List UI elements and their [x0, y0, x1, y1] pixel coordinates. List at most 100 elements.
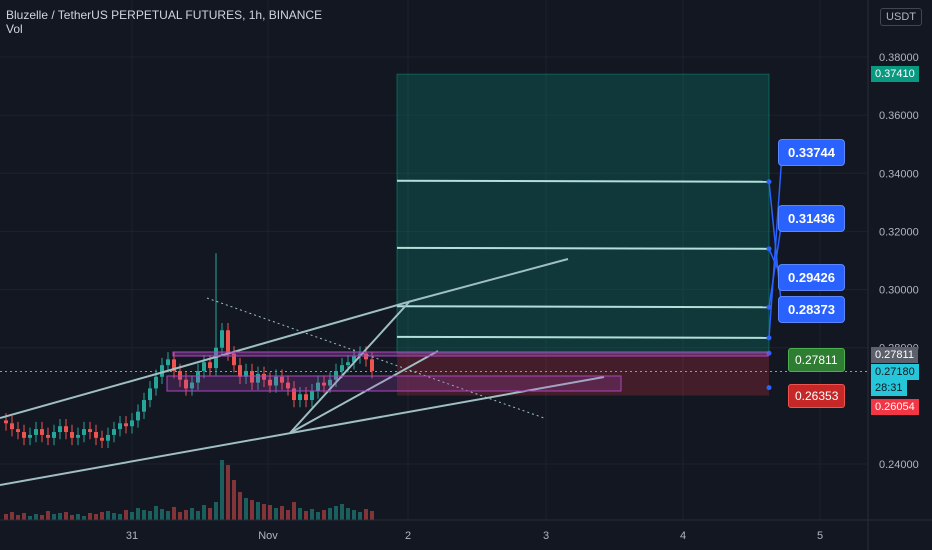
volume-bar: [292, 502, 296, 520]
candle-body: [52, 432, 56, 438]
x-tick-label: 5: [817, 530, 823, 542]
trend-line: [159, 301, 409, 374]
candle-body: [286, 382, 290, 389]
volume-bar: [226, 465, 230, 520]
candle-body: [88, 429, 92, 433]
candle-body: [148, 388, 152, 401]
take-profit-anchor: [766, 179, 772, 185]
candle-body: [58, 426, 62, 433]
candle-body: [352, 356, 356, 363]
candle-body: [70, 432, 74, 438]
take-profit-anchor: [766, 335, 772, 341]
volume-bar: [358, 512, 362, 520]
volume-bar: [232, 480, 236, 520]
volume-bar: [58, 513, 62, 520]
trend-line: [407, 258, 569, 303]
volume-bar: [370, 511, 374, 520]
volume-bar: [244, 498, 248, 520]
chart-header: Bluzelle / TetherUS PERPETUAL FUTURES, 1…: [6, 8, 322, 36]
trend-line: [289, 350, 439, 434]
resistance-zone: [172, 351, 769, 357]
candle-body: [304, 394, 308, 401]
candle-body: [298, 394, 302, 401]
candle-body: [118, 423, 122, 430]
volume-bar: [46, 511, 50, 520]
candle-body: [346, 362, 350, 366]
volume-bar: [268, 505, 272, 520]
current-price-tag: 0.27180: [871, 364, 919, 380]
volume-bar: [160, 509, 164, 520]
take-profit-line: [396, 179, 770, 183]
candle-body: [196, 370, 200, 383]
y-tick-label: 0.38000: [879, 52, 919, 64]
volume-bar: [238, 492, 242, 520]
candle-body: [370, 359, 374, 371]
volume-bar: [124, 510, 128, 520]
volume-bar: [172, 507, 176, 520]
stop-price-label[interactable]: 0.26353: [788, 384, 846, 408]
candle-body: [100, 437, 104, 441]
candle-body: [244, 370, 248, 377]
symbol-title[interactable]: Bluzelle / TetherUS PERPETUAL FUTURES, 1…: [6, 8, 323, 22]
volume-bar: [112, 513, 116, 520]
volume-bar: [310, 509, 314, 520]
trend-line: [289, 300, 411, 434]
take-profit-label-2[interactable]: 0.29426: [778, 264, 845, 291]
volume-bar: [190, 508, 194, 520]
volume-bar: [214, 502, 218, 520]
volume-bar: [334, 506, 338, 520]
candle-body: [82, 429, 86, 435]
candle-body: [34, 429, 38, 435]
candle-body: [76, 434, 80, 438]
volume-bar: [82, 516, 86, 520]
candle-body: [172, 359, 176, 371]
volume-bar: [298, 508, 302, 520]
candle-body: [184, 379, 188, 389]
volume-bar: [352, 510, 356, 520]
volume-bar: [166, 511, 170, 520]
candle-body: [94, 432, 98, 438]
volume-bar: [274, 508, 278, 520]
countdown-tag: 28:31: [871, 380, 907, 396]
take-profit-label-4[interactable]: 0.33744: [778, 139, 845, 166]
trend-line: [0, 372, 161, 419]
candle-body: [136, 411, 140, 421]
y-tick-label: 0.32000: [879, 226, 919, 238]
volume-bar: [136, 508, 140, 520]
candle-body: [160, 365, 164, 377]
x-tick-label: 4: [680, 530, 686, 542]
volume-bar: [340, 504, 344, 520]
volume-bar: [184, 510, 188, 520]
candle-body: [64, 426, 68, 433]
candle-body: [322, 382, 326, 386]
volume-bars: [4, 460, 374, 520]
candle-body: [256, 373, 260, 383]
volume-bar: [118, 514, 122, 520]
y-tick-label: 0.30000: [879, 285, 919, 297]
candle-body: [340, 365, 344, 371]
x-tick-label: 3: [543, 530, 549, 542]
candle-body: [226, 330, 230, 354]
candle-body: [328, 379, 332, 386]
candle-body: [274, 376, 278, 386]
volume-indicator-label[interactable]: Vol: [6, 22, 23, 36]
volume-bar: [70, 515, 74, 520]
y-tick-label: 0.36000: [879, 110, 919, 122]
time-axis: 31 Nov 2 3 4 5: [126, 530, 823, 542]
currency-button[interactable]: USDT: [880, 8, 922, 26]
take-profit-label-3[interactable]: 0.31436: [778, 205, 845, 232]
candle-body: [190, 382, 194, 389]
candle-body: [202, 362, 206, 371]
entry-price-label[interactable]: 0.27811: [788, 348, 845, 372]
volume-bar: [280, 506, 284, 520]
loss-zone: [397, 353, 769, 396]
candle-body: [28, 434, 32, 438]
take-profit-label-1[interactable]: 0.28373: [778, 296, 845, 323]
volume-bar: [88, 513, 92, 520]
grid-lines: [0, 0, 868, 520]
volume-bar: [256, 502, 260, 520]
trend-drawings: [0, 258, 769, 486]
candle-body: [292, 388, 296, 401]
trend-line: [0, 376, 605, 486]
